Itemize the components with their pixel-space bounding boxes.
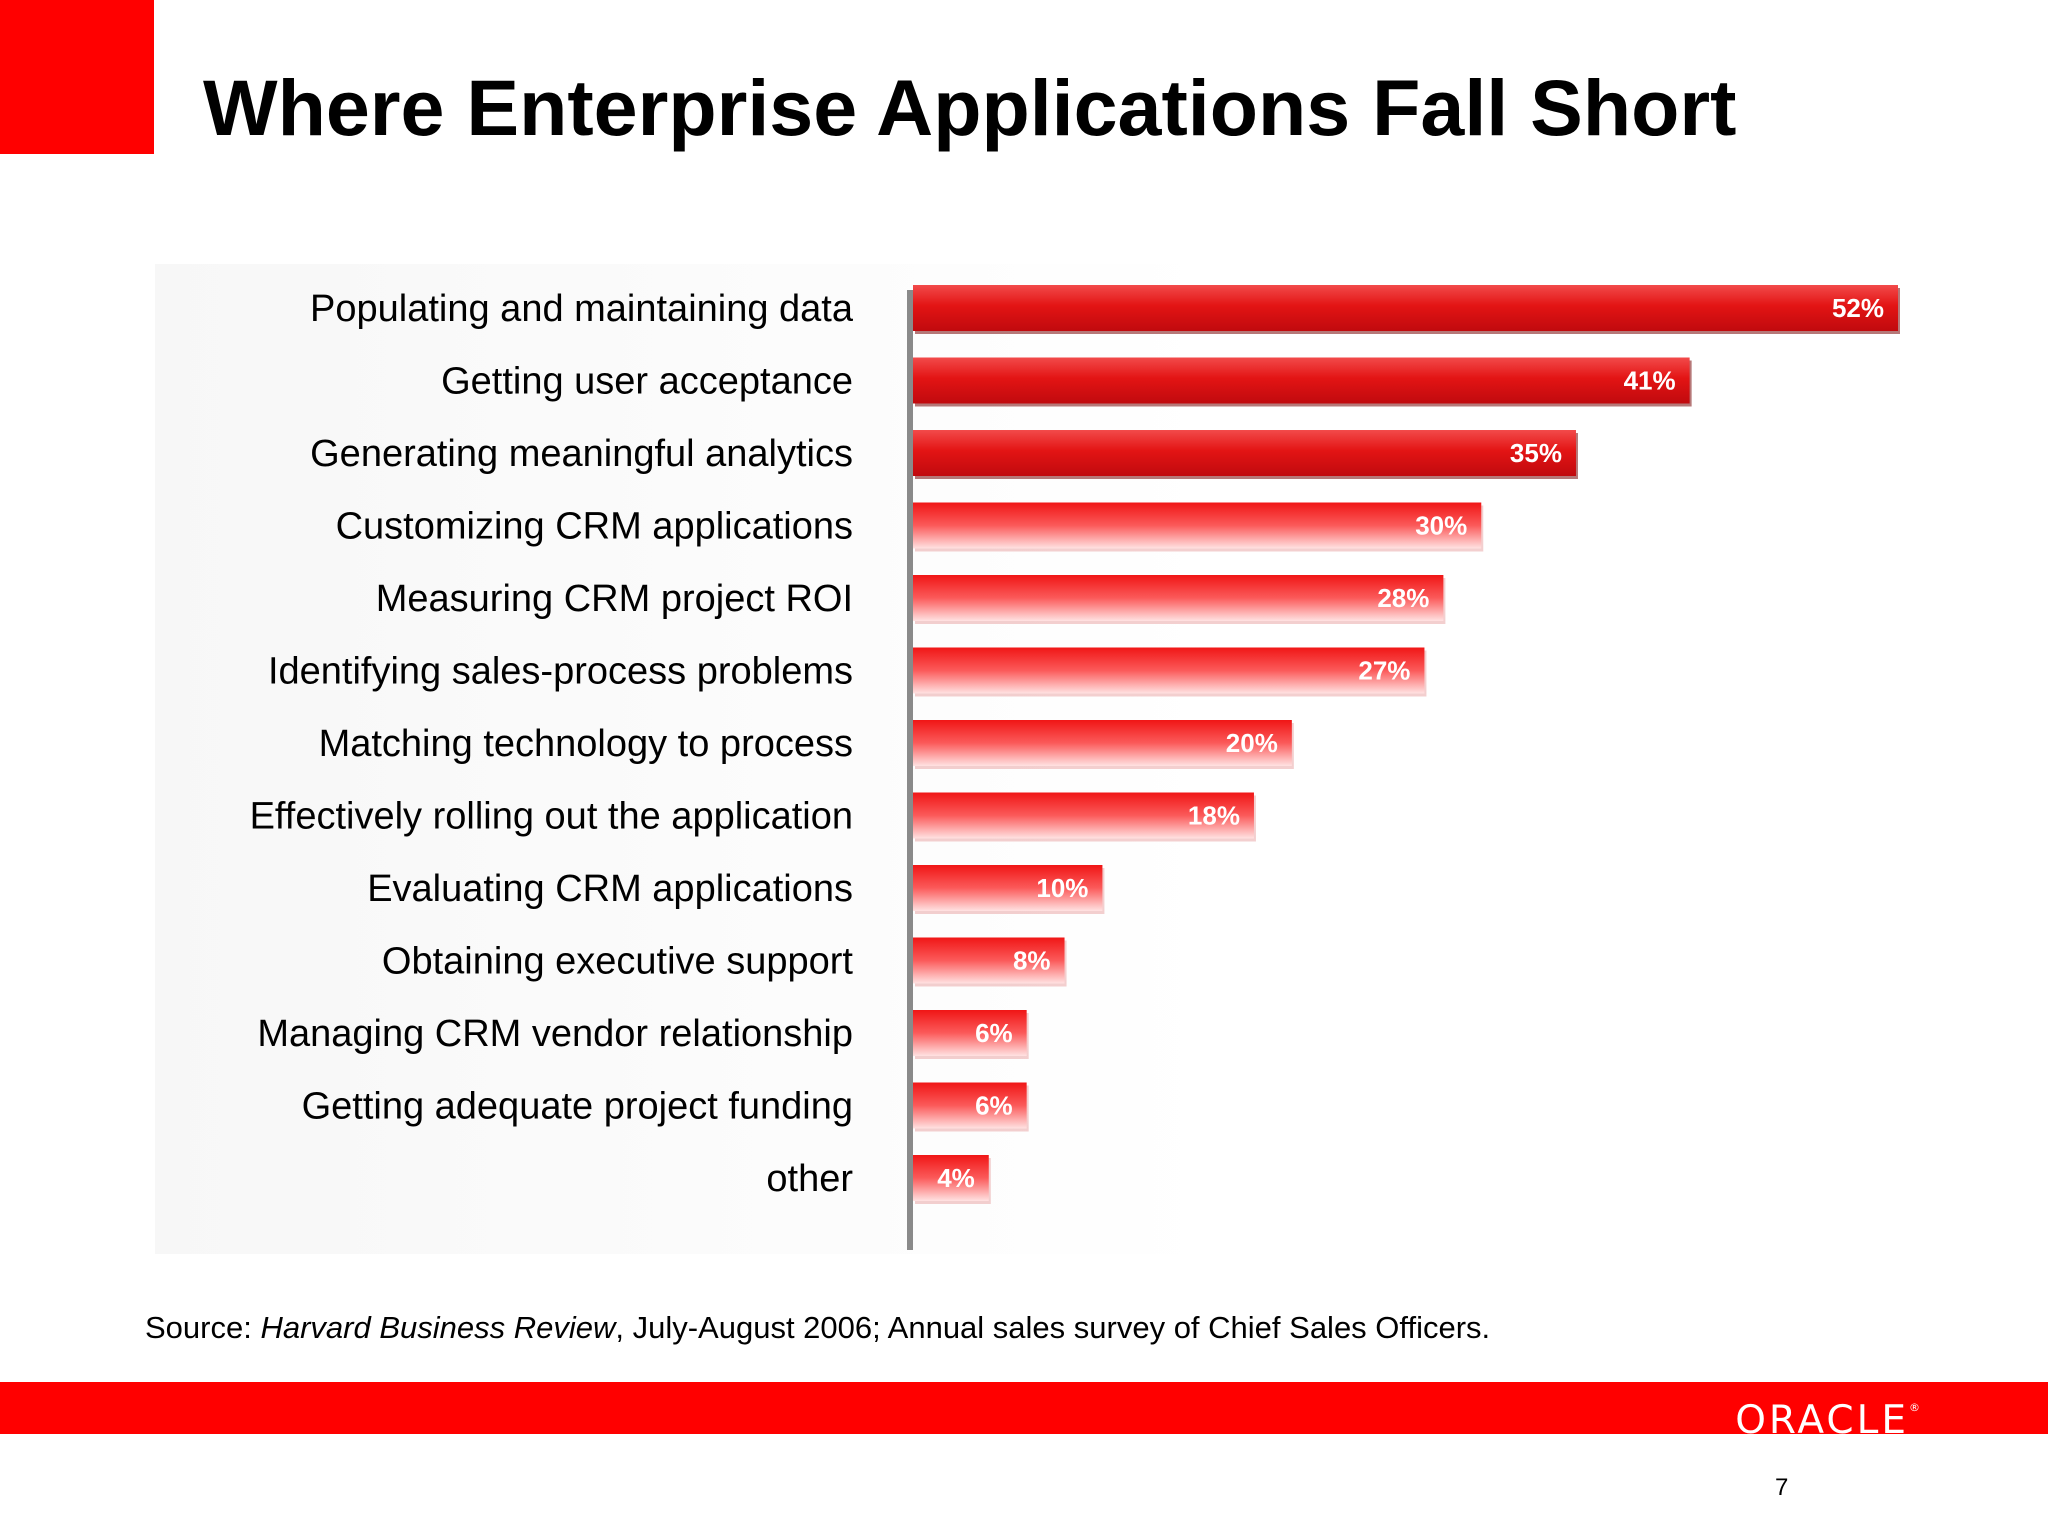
category-label: Effectively rolling out the application xyxy=(250,796,853,838)
value-label: 10% xyxy=(1036,873,1088,903)
bar xyxy=(913,720,1292,766)
category-label: Populating and maintaining data xyxy=(310,288,854,330)
page-number: 7 xyxy=(1775,1474,1789,1501)
category-label: other xyxy=(766,1158,853,1200)
value-label: 27% xyxy=(1358,656,1410,686)
bar xyxy=(913,285,1898,331)
oracle-logo-text: ORACLE xyxy=(1735,1398,1909,1443)
bar-chart: 52% Populating and maintaining data 41% Get… xyxy=(250,285,1900,1250)
value-label: 20% xyxy=(1226,728,1278,758)
bar xyxy=(913,937,1065,984)
bar xyxy=(913,865,1103,911)
source-details: , July-August 2006; Annual sales survey … xyxy=(615,1310,1491,1345)
bar xyxy=(913,1010,1027,1056)
value-label: 52% xyxy=(1832,293,1884,323)
category-label: Getting adequate project funding xyxy=(302,1086,853,1128)
value-label: 35% xyxy=(1510,438,1562,468)
corner-accent-block xyxy=(0,0,154,154)
category-axis-line xyxy=(907,290,913,1250)
category-label: Matching technology to process xyxy=(319,723,853,765)
trademark-symbol: ® xyxy=(1909,1401,1920,1414)
value-label: 18% xyxy=(1188,801,1240,831)
value-label: 30% xyxy=(1415,511,1467,541)
category-label: Identifying sales-process problems xyxy=(268,651,853,693)
category-label: Evaluating CRM applications xyxy=(367,868,853,910)
value-label: 41% xyxy=(1624,366,1676,396)
category-label: Measuring CRM project ROI xyxy=(376,578,853,620)
bar xyxy=(913,357,1690,404)
category-label: Managing CRM vendor relationship xyxy=(257,1013,853,1055)
value-label: 28% xyxy=(1377,583,1429,613)
source-citation: Source: Harvard Business Review, July-Au… xyxy=(145,1310,1490,1346)
category-label: Customizing CRM applications xyxy=(336,506,853,548)
bar xyxy=(913,792,1254,839)
source-publication: Harvard Business Review xyxy=(260,1310,616,1345)
bar xyxy=(913,1155,989,1201)
bar xyxy=(913,647,1425,694)
slide-title: Where Enterprise Applications Fall Short xyxy=(203,63,1737,152)
category-label: Getting user acceptance xyxy=(441,361,853,403)
value-label: 8% xyxy=(1013,946,1051,976)
value-label: 6% xyxy=(975,1018,1013,1048)
value-label: 6% xyxy=(975,1091,1013,1121)
category-label: Obtaining executive support xyxy=(382,941,854,983)
bar xyxy=(913,430,1576,476)
footer-bar xyxy=(0,1382,2048,1434)
bar xyxy=(913,1082,1027,1129)
oracle-logo: ORACLE® xyxy=(1735,1384,1920,1443)
source-prefix: Source: xyxy=(145,1310,261,1345)
category-label: Generating meaningful analytics xyxy=(310,433,853,475)
bar xyxy=(913,575,1444,621)
bar xyxy=(913,502,1482,549)
value-label: 4% xyxy=(937,1163,975,1193)
